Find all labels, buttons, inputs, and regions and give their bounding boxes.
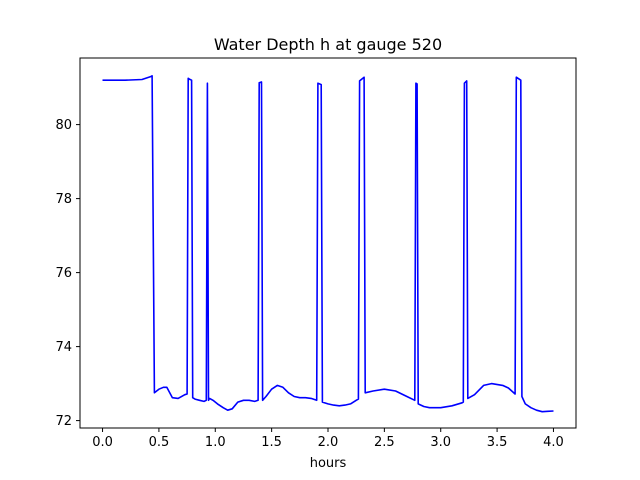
x-tick-label: 4.0 [543,435,564,450]
x-tick-label: 2.5 [374,435,395,450]
series-line [102,75,554,413]
x-tick-label: 3.0 [430,435,451,450]
x-tick-label: 3.5 [487,435,508,450]
y-tick-label: 76 [55,266,72,281]
y-tick-label: 74 [55,340,72,355]
y-tick-label: 78 [55,192,72,207]
plot-background [80,58,576,428]
y-tick-label: 72 [55,414,72,429]
x-tick-label: 0.0 [92,435,113,450]
y-axis-ticks: 72 74 76 78 80 [55,118,80,429]
chart-title: Water Depth h at gauge 520 [214,35,442,54]
plot-frame [79,57,577,429]
plot-area: 0.0 0.5 1.0 1.5 2.0 2.5 3.0 3.5 4.0 72 74 76 78 80 [55,57,577,450]
y-tick-label: 80 [55,118,72,133]
x-axis-ticks: 0.0 0.5 1.0 1.5 2.0 2.5 3.0 3.5 4.0 [92,428,564,450]
x-tick-label: 2.0 [318,435,339,450]
x-tick-label: 1.0 [205,435,226,450]
x-tick-label: 0.5 [149,435,170,450]
x-axis-label: hours [310,456,347,471]
x-tick-label: 1.5 [261,435,282,450]
